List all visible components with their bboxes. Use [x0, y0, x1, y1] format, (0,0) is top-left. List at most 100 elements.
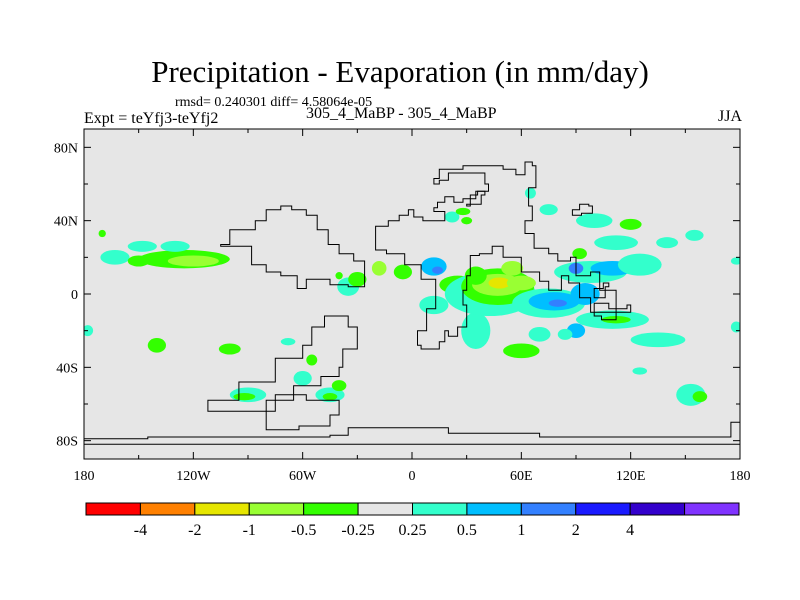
colorbar-label-2: -1: [243, 522, 256, 539]
anomaly-blob-8: [218, 343, 241, 355]
x-tick-label-3: 0: [409, 469, 416, 484]
colorbar-swatch-7: [466, 502, 522, 516]
experiment-label: Expt = teYfj3-teYfj2: [84, 110, 219, 127]
colorbar-label-5: 0.25: [399, 522, 427, 539]
anomaly-blob-9: [280, 338, 296, 346]
y-tick-label-1: 40N: [54, 215, 78, 230]
anomaly-blob-61: [461, 217, 473, 225]
colorbar: -4 -2 -1 -0.5 -0.25 0.25 0.5 1 2 4: [85, 502, 740, 539]
colorbar-swatch-3: [248, 502, 305, 516]
anomaly-blob-42: [572, 248, 587, 260]
colorbar-label-0: -4: [134, 522, 147, 539]
anomaly-blob-6: [98, 229, 106, 238]
anomaly-blob-43: [594, 235, 638, 251]
y-tick-label-3: 40S: [56, 361, 78, 376]
anomaly-blob-4: [160, 240, 190, 252]
anomaly-blob-20: [371, 261, 387, 276]
colorbar-label-4: -0.25: [341, 522, 374, 539]
anomaly-field: [84, 187, 740, 406]
land-outline-0: [84, 421, 740, 445]
colorbar-swatch-2: [194, 502, 250, 516]
colorbar-label-9: 4: [626, 522, 634, 539]
anomaly-blob-50: [528, 327, 551, 342]
y-tick-label-4: 80S: [56, 435, 78, 450]
land-outline-8: [593, 302, 617, 321]
anomaly-blob-49: [557, 328, 573, 340]
anomaly-blob-60: [455, 207, 471, 216]
anomaly-blob-19: [335, 272, 343, 280]
anomaly-blob-41: [617, 253, 662, 276]
colorbar-label-8: 2: [572, 522, 580, 539]
land-outlines: [84, 161, 740, 445]
stats-label: rmsd= 0.240301 diff= 4.58064e-05: [175, 95, 373, 110]
anomaly-blob-52: [630, 332, 686, 348]
anomaly-blob-45: [576, 213, 613, 229]
anomaly-blob-30: [488, 277, 511, 289]
colorbar-label-6: 0.5: [457, 522, 477, 539]
anomaly-blob-55: [632, 367, 648, 375]
y-tick-label-2: 0: [71, 288, 78, 303]
anomaly-blob-11: [233, 393, 256, 401]
y-tick-label-0: 80N: [54, 141, 78, 156]
colorbar-swatch-10: [629, 502, 686, 516]
anomaly-blob-15: [306, 354, 318, 366]
anomaly-blob-64: [84, 325, 94, 337]
colorbar-swatch-8: [520, 502, 577, 516]
map-background: [84, 129, 740, 459]
anomaly-blob-7: [147, 338, 166, 353]
x-tick-label-0: 180: [74, 469, 95, 484]
anomaly-blob-31: [501, 261, 524, 276]
colorbar-swatch-5: [357, 502, 414, 516]
anomaly-blob-57: [539, 204, 558, 216]
anomaly-blob-3: [127, 240, 157, 252]
season-label: JJA: [717, 108, 742, 125]
anomaly-blob-13: [322, 393, 338, 401]
colorbar-swatch-11: [684, 502, 740, 516]
anomaly-blob-1: [167, 255, 219, 267]
colorbar-label-1: -2: [188, 522, 201, 539]
anomaly-blob-26: [461, 312, 491, 349]
colorbar-swatch-4: [303, 502, 359, 516]
colorbar-swatch-9: [575, 502, 631, 516]
anomaly-blob-25: [419, 295, 449, 315]
anomaly-blob-2: [100, 250, 130, 265]
anomaly-blob-51: [503, 343, 540, 359]
anomaly-blob-44: [656, 237, 679, 249]
anomaly-blob-21: [393, 264, 412, 280]
land-outline-1: [375, 161, 632, 350]
axes: 180 120W 60W 0 60E 120E 180 80N 40N 0 40S 80S: [54, 129, 751, 484]
anomaly-blob-16: [331, 380, 347, 392]
subtitle-label: 305_4_MaBP - 305_4_MaBP: [306, 105, 497, 122]
chart-title: Precipitation - Evaporation (in mm/day): [151, 54, 649, 89]
colorbar-label-3: -0.5: [291, 522, 316, 539]
colorbar-label-7: 1: [517, 522, 525, 539]
anomaly-blob-14: [293, 371, 312, 386]
anomaly-blob-18: [348, 272, 367, 287]
anomaly-blob-62: [685, 229, 704, 241]
anomaly-blob-40: [570, 283, 600, 305]
land-outline-3: [207, 315, 358, 412]
anomaly-blob-5: [127, 255, 150, 267]
anomaly-blob-23: [432, 266, 443, 274]
anomaly-blob-65: [730, 321, 740, 333]
anomaly-blob-33: [506, 275, 536, 291]
x-tick-label-6: 180: [730, 469, 751, 484]
colorbar-swatch-0: [85, 502, 141, 516]
x-tick-label-1: 120W: [176, 469, 211, 484]
anomaly-blob-56: [619, 218, 642, 230]
x-tick-label-5: 120E: [616, 469, 646, 484]
land-outline-2: [220, 205, 366, 289]
anomaly-blob-36: [548, 299, 567, 307]
colorbar-swatch-1: [139, 502, 196, 516]
land-outline-5: [466, 190, 486, 207]
land-outline-6: [571, 203, 593, 216]
anomaly-blob-22: [421, 257, 447, 276]
x-tick-label-4: 60E: [510, 469, 533, 484]
land-outline-7: [593, 282, 610, 299]
anomaly-blob-54: [692, 391, 708, 403]
anomaly-blob-59: [444, 211, 460, 223]
x-tick-label-2: 60W: [289, 469, 317, 484]
anomaly-blob-58: [524, 187, 536, 199]
anomaly-blob-63: [730, 257, 740, 265]
